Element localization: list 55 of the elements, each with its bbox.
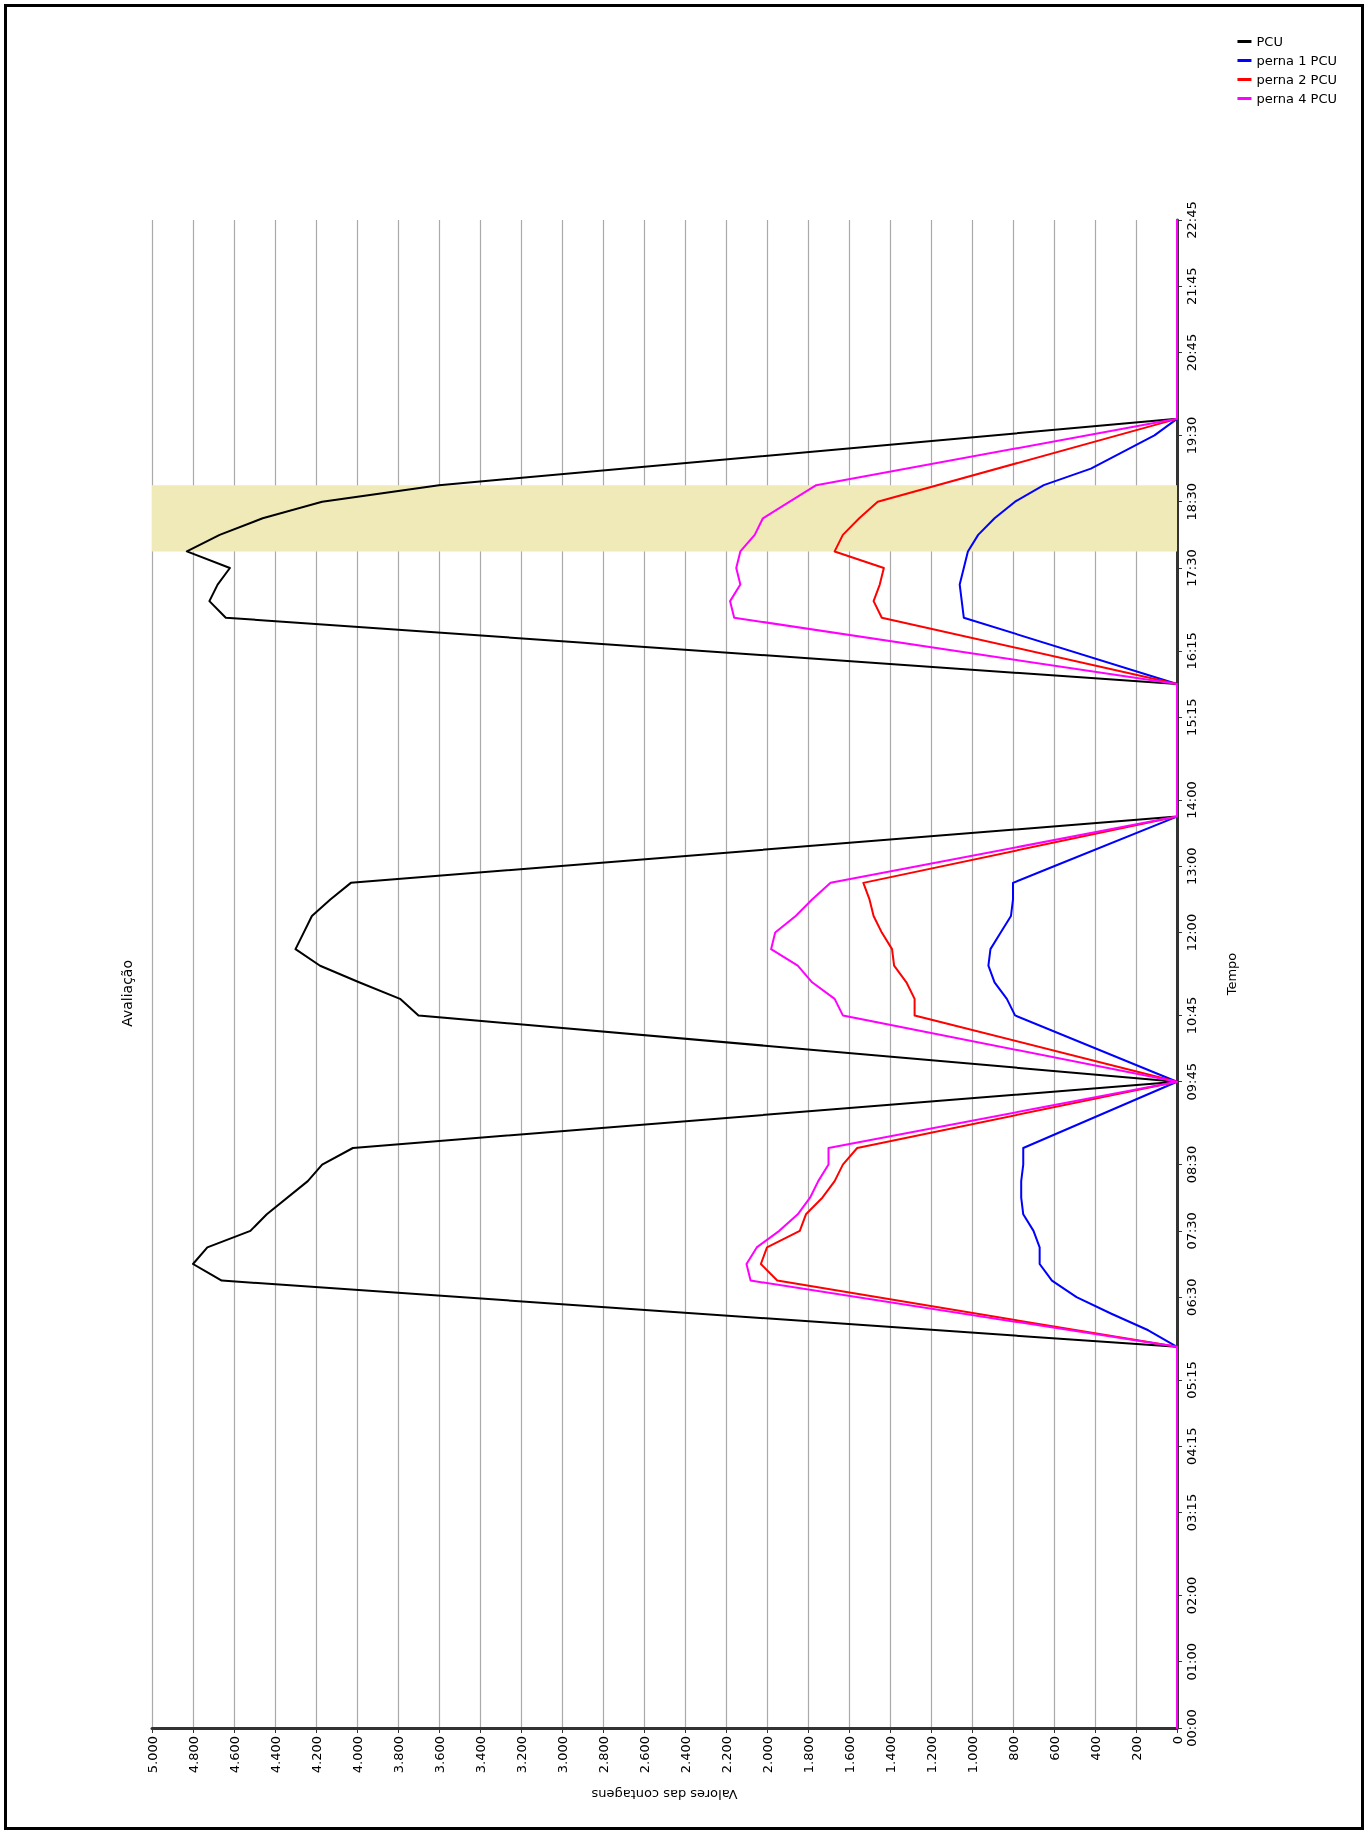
y-tick-label: 08:30 <box>1184 1145 1199 1184</box>
legend-label: perna 1 PCU <box>1256 53 1338 68</box>
x-tick-label: 2.600 <box>636 1736 652 1774</box>
x-tick-label: 4.800 <box>185 1736 201 1774</box>
y-axis-title: Tempo <box>1224 952 1239 997</box>
x-tick-label: 3.200 <box>513 1736 529 1774</box>
x-tick-label: 1.000 <box>964 1736 980 1774</box>
y-tick-label: 00:00 <box>1184 1709 1199 1747</box>
legend-label: perna 4 PCU <box>1256 91 1338 106</box>
x-tick-label: 800 <box>1005 1736 1021 1761</box>
x-tick-label: 200 <box>1128 1736 1144 1761</box>
x-tick-label: 2.800 <box>595 1736 611 1774</box>
y-tick-label: 03:15 <box>1184 1493 1199 1532</box>
x-tick-label: 3.600 <box>431 1736 447 1774</box>
y-tick-label: 14:00 <box>1184 781 1199 819</box>
y-tick-label: 17:30 <box>1184 549 1199 587</box>
x-tick-label: 400 <box>1087 1736 1103 1761</box>
y-tick-label: 18:30 <box>1184 482 1199 521</box>
x-tick-label: 4.200 <box>308 1736 324 1774</box>
y-tick-label: 10:45 <box>1184 996 1199 1035</box>
text: Avaliação <box>119 959 135 1027</box>
x-tick-label: 2.400 <box>677 1736 693 1774</box>
y-tick-label: 04:15 <box>1184 1427 1199 1466</box>
x-tick-label: 1.800 <box>800 1736 816 1774</box>
x-tick-label: 0 <box>1169 1736 1185 1745</box>
x-tick-label: 1.200 <box>923 1736 939 1774</box>
y-tick-label: 13:00 <box>1184 847 1199 886</box>
y-tick-label: 21:45 <box>1184 267 1199 306</box>
y-tick-label: 19:30 <box>1184 416 1199 455</box>
x-tick-label: 5.000 <box>144 1736 160 1774</box>
y-tick-label: 15:15 <box>1184 698 1199 736</box>
x-tick-label: 1.600 <box>841 1736 857 1774</box>
x-tick-label: 1.400 <box>882 1736 898 1774</box>
y-tick-label: 09:45 <box>1184 1062 1199 1101</box>
x-tick-label: 4.000 <box>349 1736 365 1774</box>
y-tick-label: 06:30 <box>1184 1278 1199 1316</box>
y-tick-label: 22:45 <box>1184 201 1199 239</box>
y-tick-label: 05:15 <box>1184 1361 1199 1399</box>
x-tick-label: 3.400 <box>472 1736 488 1774</box>
legend-label: PCU <box>1256 34 1283 49</box>
x-axis-title: Valores das contagens <box>591 1787 738 1802</box>
x-tick-label: 4.400 <box>267 1736 283 1774</box>
x-tick-label: 2.200 <box>718 1736 734 1774</box>
y-tick-label: 12:00 <box>1184 913 1199 952</box>
x-tick-label: 2.000 <box>759 1736 775 1774</box>
x-tick-label: 3.800 <box>390 1736 406 1774</box>
x-tick-label: 3.000 <box>554 1736 570 1774</box>
y-tick-label: 07:30 <box>1184 1212 1199 1250</box>
x-tick-label: 600 <box>1046 1736 1062 1761</box>
x-tick-label: 4.600 <box>226 1736 242 1774</box>
y-tick-label: 01:00 <box>1184 1642 1199 1681</box>
y-tick-label: 02:00 <box>1184 1576 1199 1615</box>
y-tick-label: 20:45 <box>1184 333 1199 372</box>
y-tick-label: 16:15 <box>1184 632 1199 670</box>
legend-label: perna 2 PCU <box>1256 72 1338 87</box>
